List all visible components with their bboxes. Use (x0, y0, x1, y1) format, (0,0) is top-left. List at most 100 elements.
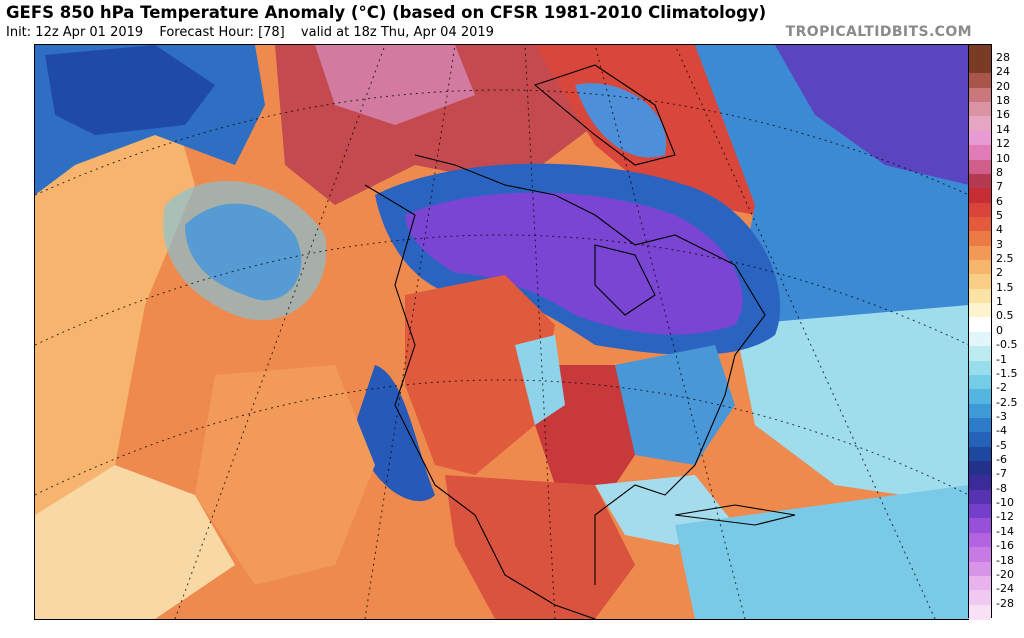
colorbar-label: 2 (996, 266, 1003, 280)
colorbar-label: -2.5 (996, 395, 1018, 409)
cuba-coastline (674, 504, 796, 526)
colorbar-swatch (969, 102, 991, 118)
colorbar-swatch (969, 475, 991, 491)
colorbar-swatch (969, 561, 991, 577)
colorbar-label: -14 (996, 524, 1014, 538)
colorbar-label: -0.5 (996, 338, 1018, 352)
mexico-warm (445, 475, 635, 619)
colorbar-label: 6 (996, 194, 1003, 208)
colorbar-swatch (969, 504, 991, 520)
colorbar-label: -28 (996, 596, 1014, 610)
colorbar-swatch (969, 288, 991, 304)
greenland-cold-lobe (575, 83, 667, 158)
colorbar-label: 1 (996, 295, 1003, 309)
colorbar-swatch (969, 274, 991, 290)
colorbar-swatch (969, 116, 991, 132)
colorbar-label: -6 (996, 453, 1007, 467)
colorbar-label: 1.5 (996, 280, 1014, 294)
pacific-deep-cold (45, 45, 215, 135)
colorbar-swatch (969, 317, 991, 333)
west-coast-cold (355, 365, 435, 502)
meridian-line (364, 45, 456, 619)
colorbar-swatch (969, 159, 991, 175)
eastern-us-cool (615, 345, 735, 465)
coastlines (364, 64, 796, 619)
anomaly-fields (35, 45, 969, 619)
colorbar-label: -16 (996, 539, 1014, 553)
forecast-hour: Forecast Hour: [78] (159, 25, 285, 40)
colorbar-cap (969, 45, 991, 59)
colorbar-label: 12 (996, 137, 1010, 151)
colorbar-swatch (969, 590, 991, 606)
colorbar-swatch (969, 188, 991, 204)
colorbar-swatch (969, 547, 991, 563)
tropical-pacific-white (35, 465, 235, 619)
colorbar-swatch (969, 389, 991, 405)
colorbar-label: -4 (996, 424, 1007, 438)
colorbar-swatch (969, 360, 991, 376)
colorbar-swatch (969, 331, 991, 347)
colorbar (968, 44, 992, 620)
colorbar-label: -2 (996, 381, 1007, 395)
colorbar-swatch (969, 260, 991, 276)
colorbar-label: 4 (996, 223, 1003, 237)
colorbar-swatch (969, 231, 991, 247)
init-time: Init: 12z Apr 01 2019 (6, 25, 144, 40)
brand-watermark: TROPICALTIDBITS.COM (785, 24, 972, 40)
subtropical-pacific-warm (195, 365, 375, 585)
colorbar-label: 16 (996, 108, 1010, 122)
colorbar-label: -1 (996, 352, 1007, 366)
colorbar-swatch (969, 245, 991, 261)
colorbar-swatch (969, 604, 991, 620)
colorbar-swatch (969, 202, 991, 218)
colorbar-label: 8 (996, 165, 1003, 179)
colorbar-label: -24 (996, 582, 1014, 596)
colorbar-label: -12 (996, 510, 1014, 524)
canada-cold-core (405, 192, 743, 335)
colorbar-swatch (969, 59, 991, 74)
colorbar-label: 0 (996, 323, 1003, 337)
colorbar-swatch (969, 532, 991, 548)
colorbar-label: 3 (996, 237, 1003, 251)
colorbar-swatch (969, 489, 991, 505)
map-title: GEFS 850 hPa Temperature Anomaly (°C) (b… (6, 3, 767, 22)
colorbar-label: -5 (996, 438, 1007, 452)
valid-time: valid at 18z Thu, Apr 04 2019 (300, 25, 494, 40)
colorbar-label: 7 (996, 180, 1003, 194)
parallel-line (35, 379, 969, 496)
alaska-hot-core (315, 45, 475, 125)
colorbar-label: -3 (996, 409, 1007, 423)
colorbar-swatch (969, 518, 991, 534)
colorbar-swatch (969, 346, 991, 362)
colorbar-swatch (969, 173, 991, 189)
atlantic-cool-fringe (735, 305, 969, 505)
western-us-warm (405, 275, 555, 475)
colorbar-label: 24 (996, 65, 1010, 79)
map-subtitle: Init: 12z Apr 01 2019 Forecast Hour: [78… (6, 25, 506, 40)
colorbar-label: -20 (996, 567, 1014, 581)
colorbar-label: -10 (996, 496, 1014, 510)
colorbar-swatch (969, 575, 991, 591)
colorbar-label: 14 (996, 122, 1010, 136)
colorbar-label: 18 (996, 94, 1010, 108)
caribbean-cool (675, 485, 969, 619)
colorbar-swatch (969, 446, 991, 462)
colorbar-swatch (969, 461, 991, 477)
colorbar-label: 20 (996, 79, 1010, 93)
colorbar-swatch (969, 73, 991, 89)
colorbar-swatch (969, 303, 991, 319)
colorbar-label: 0.5 (996, 309, 1014, 323)
colorbar-label: -7 (996, 467, 1007, 481)
colorbar-swatch (969, 417, 991, 433)
aleutian-cold-ring (163, 181, 327, 321)
colorbar-swatch (969, 403, 991, 419)
colorbar-swatch (969, 432, 991, 448)
greenland-coastline (533, 64, 676, 166)
colorbar-swatch (969, 374, 991, 390)
colorbar-label: 2.5 (996, 252, 1014, 266)
parallel-line (35, 89, 969, 196)
north-atlantic-deep-cold (775, 45, 969, 185)
colorbar-swatch (969, 130, 991, 146)
anomaly-map (34, 44, 970, 620)
north-america-coastline (364, 154, 766, 619)
